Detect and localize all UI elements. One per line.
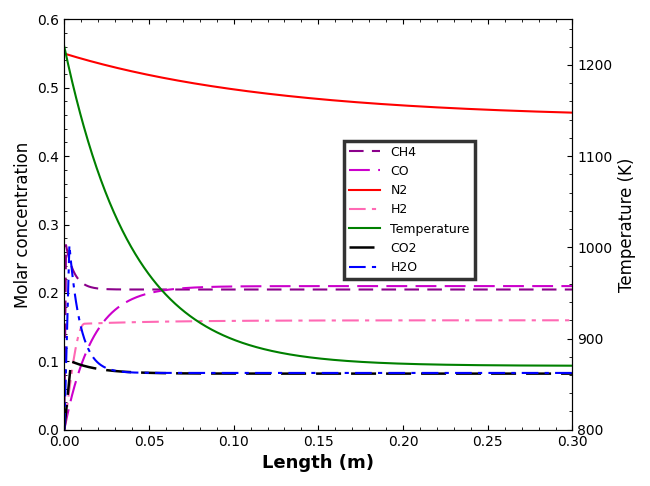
N2 [265, 91, 272, 97]
CO [60, 427, 68, 433]
H2O [265, 370, 272, 376]
H2 [60, 424, 68, 430]
N2 [484, 107, 491, 113]
CO [224, 284, 232, 290]
X-axis label: Length (m): Length (m) [263, 454, 374, 472]
CO2 [569, 371, 577, 377]
H2 [484, 317, 491, 323]
H2 [127, 319, 135, 325]
N2 [569, 110, 577, 116]
H2O [484, 370, 492, 376]
Legend: CH4, CO, N2, H2, Temperature, CO2, H2O: CH4, CO, N2, H2, Temperature, CO2, H2O [344, 140, 474, 279]
CH4 [127, 287, 135, 293]
Line: CO: CO [64, 286, 573, 430]
CO [61, 422, 69, 428]
CH4 [62, 242, 70, 248]
N2 [60, 51, 68, 56]
H2 [224, 318, 232, 324]
N2 [127, 68, 135, 74]
CO2 [60, 427, 68, 433]
CO [127, 297, 135, 303]
H2 [265, 318, 272, 324]
CO [569, 283, 577, 289]
Line: H2: H2 [64, 320, 573, 430]
Temperature [127, 243, 135, 248]
CO2 [67, 358, 75, 364]
H2O [127, 369, 135, 375]
H2O [225, 370, 233, 376]
CO2 [61, 417, 69, 423]
Line: Temperature: Temperature [64, 47, 573, 365]
Temperature [569, 363, 577, 368]
CO2 [60, 423, 68, 429]
H2O [66, 242, 73, 248]
CH4 [60, 390, 68, 396]
Y-axis label: Molar concentration: Molar concentration [14, 141, 32, 308]
H2O [60, 415, 68, 420]
Temperature [224, 334, 232, 340]
H2 [60, 427, 68, 433]
CO2 [127, 369, 135, 375]
H2O [61, 394, 69, 399]
N2 [224, 86, 232, 91]
Temperature [265, 347, 272, 353]
H2O [569, 370, 577, 376]
CH4 [569, 287, 577, 293]
Temperature [61, 48, 69, 54]
CH4 [265, 287, 272, 293]
Temperature [60, 45, 68, 51]
H2 [569, 317, 577, 323]
H2 [61, 419, 69, 425]
Line: N2: N2 [64, 53, 573, 113]
CO2 [265, 371, 272, 377]
CO [484, 283, 491, 289]
CH4 [225, 287, 233, 293]
CH4 [484, 287, 492, 293]
CO2 [484, 371, 492, 377]
CH4 [60, 427, 68, 433]
N2 [61, 51, 69, 57]
CO [60, 425, 68, 431]
Temperature [60, 44, 68, 50]
Y-axis label: Temperature (K): Temperature (K) [618, 157, 636, 292]
Line: CH4: CH4 [64, 245, 573, 430]
CH4 [61, 327, 69, 333]
Line: CO2: CO2 [64, 361, 573, 430]
N2 [60, 51, 68, 56]
Line: H2O: H2O [64, 245, 573, 430]
CO [265, 283, 272, 289]
Temperature [484, 363, 491, 368]
CO2 [225, 371, 233, 377]
H2O [60, 427, 68, 433]
